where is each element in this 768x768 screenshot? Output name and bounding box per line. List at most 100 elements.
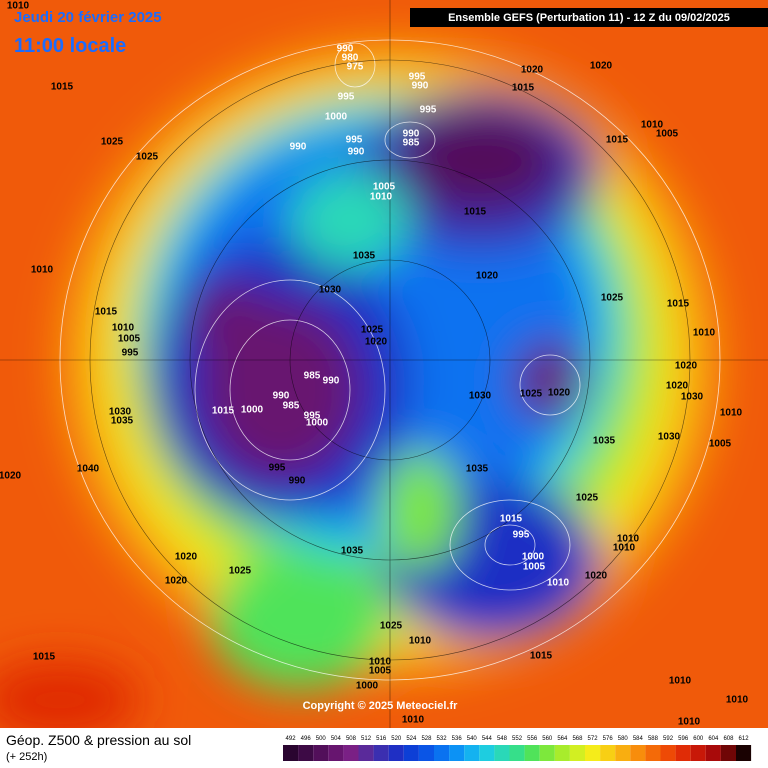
scale-swatch — [554, 745, 570, 761]
pressure-label: 995 — [269, 463, 286, 474]
pressure-label: 1020 — [590, 61, 613, 72]
scale-swatch — [690, 745, 706, 761]
scale-swatch — [600, 745, 616, 761]
pressure-label: 1025 — [229, 566, 252, 577]
pressure-label: 1025 — [380, 621, 403, 632]
scale-label: 512 — [361, 736, 372, 742]
pressure-label: 1010 — [402, 715, 425, 726]
scale-label: 516 — [376, 736, 387, 742]
pressure-label: 1035 — [341, 546, 364, 557]
pressure-label: 985 — [283, 401, 300, 412]
scale-swatch — [509, 745, 525, 761]
scale-swatch — [675, 745, 691, 761]
pressure-label: 985 — [304, 371, 321, 382]
scale-label: 600 — [693, 736, 704, 742]
pressure-label: 995 — [304, 411, 321, 422]
scale-swatch — [358, 745, 374, 761]
pressure-label: 1020 — [165, 576, 188, 587]
pressure-label: 980 — [342, 53, 359, 64]
pressure-label: 1030 — [658, 432, 681, 443]
scale-swatch — [313, 745, 329, 761]
pressure-label: 1005 — [523, 562, 546, 573]
scale-swatch — [736, 745, 752, 761]
pressure-label: 995 — [420, 105, 437, 116]
scale-label: 568 — [572, 736, 583, 742]
pressure-label: 1020 — [476, 271, 499, 282]
pressure-label: 1010 — [693, 328, 716, 339]
pressure-label: 1025 — [576, 493, 599, 504]
scale-swatch — [328, 745, 344, 761]
pressure-label: 1010 — [613, 543, 636, 554]
pressure-label: 990 — [273, 391, 290, 402]
scale-swatch — [403, 745, 419, 761]
forecast-date: Jeudi 20 février 2025 — [14, 9, 162, 26]
pressure-label: 1020 — [521, 65, 544, 76]
pressure-label: 1005 — [369, 666, 392, 677]
scale-swatch — [418, 745, 434, 761]
scale-swatch — [705, 745, 721, 761]
pressure-label: 990 — [290, 142, 307, 153]
pressure-label: 1025 — [101, 137, 124, 148]
pressure-label: 1020 — [585, 571, 608, 582]
pressure-label: 990 — [348, 147, 365, 158]
field — [0, 0, 768, 728]
footer-title: Géop. Z500 & pression au sol — [6, 732, 191, 748]
pressure-label: 1015 — [606, 135, 629, 146]
pressure-label: 1010 — [547, 578, 570, 589]
scale-label: 572 — [588, 736, 599, 742]
pressure-label: 990 — [403, 129, 420, 140]
scale-swatch — [720, 745, 736, 761]
pressure-label: 1015 — [51, 82, 74, 93]
pressure-label: 1010 — [617, 534, 640, 545]
scale-label: 564 — [557, 736, 568, 742]
pressure-label: 990 — [289, 476, 306, 487]
pressure-label: 1010 — [678, 717, 701, 728]
pressure-label: 1010 — [370, 192, 393, 203]
scale-swatch — [660, 745, 676, 761]
scale-swatch — [569, 745, 585, 761]
pressure-label: 1000 — [241, 405, 264, 416]
pressure-label: 1020 — [365, 337, 388, 348]
pressure-label: 1010 — [369, 657, 392, 668]
scale-swatch — [388, 745, 404, 761]
pressure-label: 1015 — [212, 406, 235, 417]
pressure-label: 1020 — [0, 471, 22, 482]
pressure-label: 995 — [346, 135, 363, 146]
scale-swatch — [645, 745, 661, 761]
pressure-label: 1025 — [361, 325, 384, 336]
pressure-label: 1035 — [111, 416, 134, 427]
pressure-label: 1020 — [666, 381, 689, 392]
pressure-label: 1025 — [520, 389, 543, 400]
footer-lead: (+ 252h) — [6, 751, 47, 763]
scale-label: 576 — [603, 736, 614, 742]
pressure-label: 1000 — [356, 681, 379, 692]
pressure-label: 1000 — [306, 418, 329, 429]
scale-swatch — [298, 745, 314, 761]
pressure-label: 1010 — [720, 408, 743, 419]
pressure-label: 1000 — [522, 552, 545, 563]
scale-label: 500 — [316, 736, 327, 742]
pressure-label: 1020 — [548, 388, 571, 399]
pressure-label: 1010 — [7, 1, 30, 12]
pressure-label: 1010 — [112, 323, 135, 334]
scale-swatch — [343, 745, 359, 761]
scale-label: 536 — [452, 736, 463, 742]
scale-label: 548 — [497, 736, 508, 742]
pressure-label: 990 — [412, 81, 429, 92]
pressure-label: 1010 — [726, 695, 749, 706]
pressure-label: 1010 — [641, 120, 664, 131]
color-scale: 492 496 500 504 508 512 516 520 524 528 532 536 540 5… — [283, 736, 752, 761]
scale-label: 528 — [421, 736, 432, 742]
scale-label: 504 — [331, 736, 342, 742]
pressure-label: 990 — [337, 44, 354, 55]
pressure-label: 975 — [347, 62, 364, 73]
pressure-label: 1015 — [500, 514, 523, 525]
pressure-label: 1030 — [319, 285, 342, 296]
scale-swatch — [630, 745, 646, 761]
header-box — [410, 8, 768, 27]
pressure-label: 1020 — [175, 552, 198, 563]
scale-label: 544 — [482, 736, 493, 742]
pressure-label: 1005 — [118, 334, 141, 345]
scale-label: 496 — [301, 736, 312, 742]
